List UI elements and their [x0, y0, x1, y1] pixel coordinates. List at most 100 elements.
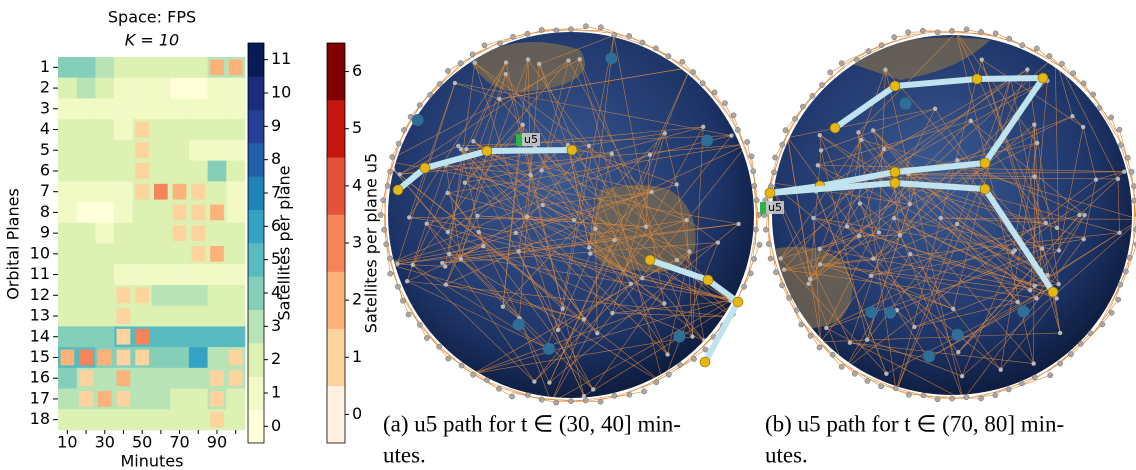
satellite	[1056, 282, 1060, 286]
u5-cell	[117, 308, 131, 324]
colorbar-swatch	[327, 100, 345, 157]
heat-cell	[226, 78, 245, 99]
satellite	[752, 256, 757, 261]
u5-cell	[210, 60, 224, 76]
colorbar-swatch	[248, 343, 264, 377]
y-tick-label: 17	[30, 388, 50, 407]
caption: utes.	[383, 442, 426, 467]
satellite	[954, 30, 958, 34]
satellite	[463, 180, 467, 184]
u5-cell	[191, 184, 205, 200]
x-tick-label: 30	[95, 433, 115, 452]
heat-cell	[152, 57, 171, 78]
route-node	[482, 146, 492, 156]
satellite	[674, 182, 678, 186]
heat-cell	[77, 326, 96, 347]
heat-cell	[58, 161, 77, 182]
satellite	[470, 52, 475, 57]
heat-cell	[170, 409, 189, 430]
u5-cell	[135, 287, 149, 303]
route-node	[567, 145, 577, 155]
heat-cell	[95, 98, 114, 119]
satellite	[541, 203, 545, 207]
heat-cell	[58, 285, 77, 306]
satellite	[782, 267, 786, 271]
satellite	[663, 131, 667, 135]
heat-cell	[226, 409, 245, 430]
heat-cell	[189, 78, 208, 99]
heat-cell	[133, 389, 152, 410]
y-tick-label: 2	[40, 78, 50, 97]
satellite	[407, 215, 411, 219]
satellite	[684, 218, 688, 222]
satellite	[859, 138, 863, 142]
u5-cell	[79, 350, 93, 366]
satellite	[504, 60, 508, 64]
heat-cell	[133, 244, 152, 265]
satellite	[883, 68, 887, 72]
heat-cell	[114, 264, 133, 285]
y-tick-label: 1	[40, 57, 50, 76]
satellite	[572, 218, 576, 222]
heat-cell	[133, 409, 152, 430]
heat-cell	[58, 181, 77, 202]
satellite	[878, 384, 883, 389]
satellite	[587, 144, 591, 148]
heat-cell	[77, 306, 96, 327]
satellite	[446, 230, 450, 234]
satellite	[595, 331, 599, 335]
satellite	[610, 311, 614, 315]
route-node	[393, 185, 403, 195]
satellite	[497, 97, 501, 101]
heat-cell	[189, 347, 208, 368]
link	[922, 397, 966, 398]
heat-cell	[133, 368, 152, 389]
caption: (a) u5 path for t ∈ (30, 40] min-	[383, 411, 681, 436]
u5-cell	[173, 184, 187, 200]
colorbar-tick-label: 9	[271, 116, 281, 135]
heat-cell	[95, 181, 114, 202]
satellite	[1032, 122, 1036, 126]
satellite	[1057, 248, 1061, 252]
heat-cell	[77, 78, 96, 99]
u5-cell	[61, 350, 75, 366]
colorbar-swatch	[327, 43, 345, 100]
satellite	[1132, 198, 1136, 203]
heat-cell	[114, 57, 133, 78]
satellite	[999, 367, 1003, 371]
route-node	[1038, 73, 1048, 83]
caption: utes.	[765, 442, 808, 467]
satellite	[582, 317, 586, 321]
x-tick-label: 70	[169, 433, 189, 452]
heat-cell	[170, 161, 189, 182]
satellite	[969, 119, 973, 123]
link	[768, 214, 771, 258]
heat-cell	[189, 140, 208, 161]
heat-cell	[58, 140, 77, 161]
y-tick-label: 4	[40, 119, 50, 138]
satellite	[662, 301, 666, 305]
satellite	[665, 352, 669, 356]
heat-cell	[208, 285, 227, 306]
heat-cell	[152, 78, 171, 99]
heat-cell	[58, 368, 77, 389]
u5-cell	[229, 350, 243, 366]
heat-cell	[208, 347, 227, 368]
satellite	[578, 57, 582, 61]
u5-cell	[191, 225, 205, 241]
route-node	[645, 255, 655, 265]
large-satellite	[412, 114, 424, 126]
satellite	[806, 282, 810, 286]
heat-cell	[152, 244, 171, 265]
heat-cell	[208, 264, 227, 285]
satellite	[912, 325, 916, 329]
colorbar-swatch	[327, 329, 345, 386]
route-node	[830, 123, 840, 133]
heat-cell	[189, 119, 208, 140]
satellite	[1122, 170, 1126, 174]
satellite	[501, 304, 505, 308]
heat-cell	[95, 78, 114, 99]
u5-cell	[210, 412, 224, 428]
u5-cell	[117, 329, 131, 345]
u5-cell	[173, 225, 187, 241]
